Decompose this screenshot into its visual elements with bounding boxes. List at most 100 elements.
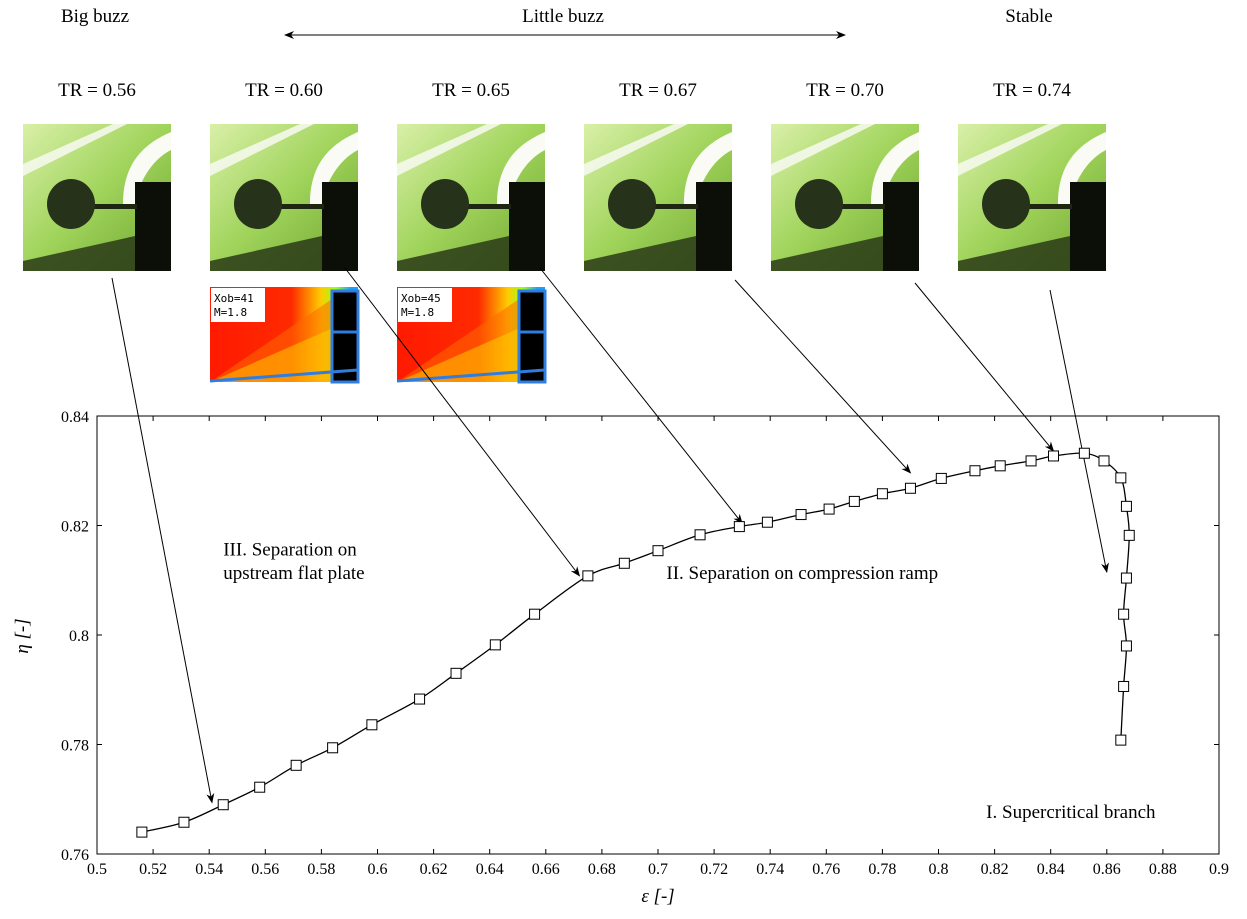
- data-point: [1115, 734, 1127, 746]
- region-annotation: upstream flat plate: [223, 563, 364, 584]
- model-sting: [644, 204, 698, 209]
- photo-highlight: [771, 124, 875, 176]
- model-sting: [831, 204, 885, 209]
- data-point: [969, 465, 981, 477]
- snapshot-5: TR = 0.70: [771, 80, 919, 271]
- x-tick-label: 0.68: [588, 861, 616, 878]
- x-tick-label: 0.62: [420, 861, 448, 878]
- data-point: [1120, 572, 1132, 584]
- y-tick-label: 0.84: [61, 409, 89, 426]
- y-axis-label: η [-]: [12, 618, 33, 653]
- x-tick-label: 0.54: [195, 861, 223, 878]
- data-point: [1120, 640, 1132, 652]
- data-point: [1115, 472, 1127, 484]
- snapshot-arrow: [1049, 289, 1109, 574]
- intake-body: [135, 182, 171, 271]
- snapshot-tr-label: TR = 0.56: [58, 80, 136, 101]
- x-tick-label: 0.76: [812, 861, 840, 878]
- data-point: [848, 495, 860, 507]
- data-point: [366, 719, 378, 731]
- photo-ramp-shadow: [210, 236, 322, 271]
- intake-body: [883, 182, 919, 271]
- x-tick-label: 0.58: [307, 861, 335, 878]
- data-point: [582, 570, 594, 582]
- cfd-label-box: [211, 288, 265, 322]
- data-point: [1120, 500, 1132, 512]
- cfd-xob-label: Xob=41: [214, 292, 254, 305]
- x-tick-label: 0.74: [756, 861, 784, 878]
- x-tick-label: 0.56: [251, 861, 279, 878]
- photo-ramp-shadow: [958, 236, 1070, 271]
- snapshot-3: TR = 0.65 Xob=45M=1.8: [396, 80, 547, 384]
- data-point: [733, 521, 745, 533]
- snapshot-tr-label: TR = 0.60: [245, 80, 323, 101]
- cfd-intake-body: [330, 289, 360, 384]
- regime-label-stable: Stable: [1005, 6, 1053, 27]
- cfd-panel: Xob=45M=1.8: [396, 287, 547, 384]
- model-sting: [270, 204, 324, 209]
- data-point: [1078, 447, 1090, 459]
- snapshot-6: TR = 0.74: [958, 80, 1106, 271]
- model-dot: [608, 179, 656, 229]
- photo-highlight: [210, 124, 314, 176]
- x-tick-label: 0.7: [648, 861, 668, 878]
- model-dot: [421, 179, 469, 229]
- region-annotation: III. Separation on: [223, 540, 357, 561]
- data-point: [136, 826, 148, 838]
- x-axis-label: ε [-]: [641, 886, 674, 907]
- photo-ramp-shadow: [23, 236, 135, 271]
- data-point: [290, 759, 302, 771]
- data-point: [795, 509, 807, 521]
- snapshot-1: TR = 0.56: [23, 80, 171, 271]
- data-point: [450, 667, 462, 679]
- snapshot-2: TR = 0.60 Xob=41M=1.8: [209, 80, 360, 384]
- photo-highlight: [958, 124, 1062, 176]
- cfd-mach-label: M=1.8: [214, 306, 247, 319]
- cfd-ramp-wall: [209, 368, 359, 383]
- data-point: [876, 488, 888, 500]
- cfd-expansion: [397, 327, 522, 382]
- x-tick-label: 0.5: [87, 861, 107, 878]
- cfd-expansion: [210, 327, 335, 382]
- regime-label-big-buzz: Big buzz: [61, 6, 129, 27]
- photo-ramp-shadow: [771, 236, 883, 271]
- snapshot-arrow: [914, 282, 1055, 452]
- cfd-mach-label: M=1.8: [401, 306, 434, 319]
- data-point: [489, 639, 501, 651]
- y-tick-label: 0.8: [69, 628, 89, 645]
- cfd-panel: Xob=41M=1.8: [209, 287, 360, 384]
- model-sting: [457, 204, 511, 209]
- snapshot-tr-label: TR = 0.67: [619, 80, 697, 101]
- snapshot-tr-label: TR = 0.74: [993, 80, 1071, 101]
- x-tick-label: 0.6: [368, 861, 388, 878]
- x-tick-label: 0.72: [700, 861, 728, 878]
- snapshot-4: TR = 0.67: [584, 80, 732, 271]
- data-point: [904, 482, 916, 494]
- model-sting: [83, 204, 137, 209]
- x-tick-label: 0.82: [981, 861, 1009, 878]
- cfd-xob-label: Xob=45: [401, 292, 441, 305]
- x-tick-label: 0.52: [139, 861, 167, 878]
- snapshot-arrow: [111, 277, 215, 804]
- photo-ramp-shadow: [397, 236, 509, 271]
- data-point: [652, 545, 664, 557]
- cfd-label-box: [398, 288, 452, 322]
- x-tick-label: 0.86: [1093, 861, 1121, 878]
- data-point: [254, 781, 266, 793]
- data-point: [1118, 680, 1130, 692]
- photo-highlight: [397, 124, 501, 176]
- snapshot-arrows: [111, 267, 1109, 804]
- model-dot: [234, 179, 282, 229]
- photo-ramp-shadow: [584, 236, 696, 271]
- intake-body: [322, 182, 358, 271]
- cfd-intake-body: [517, 289, 547, 384]
- data-point: [618, 557, 630, 569]
- efficiency-curve: [141, 452, 1130, 833]
- snapshot-arrow: [539, 267, 743, 525]
- data-point: [761, 516, 773, 528]
- snapshot-tr-label: TR = 0.65: [432, 80, 510, 101]
- x-tick-label: 0.84: [1037, 861, 1065, 878]
